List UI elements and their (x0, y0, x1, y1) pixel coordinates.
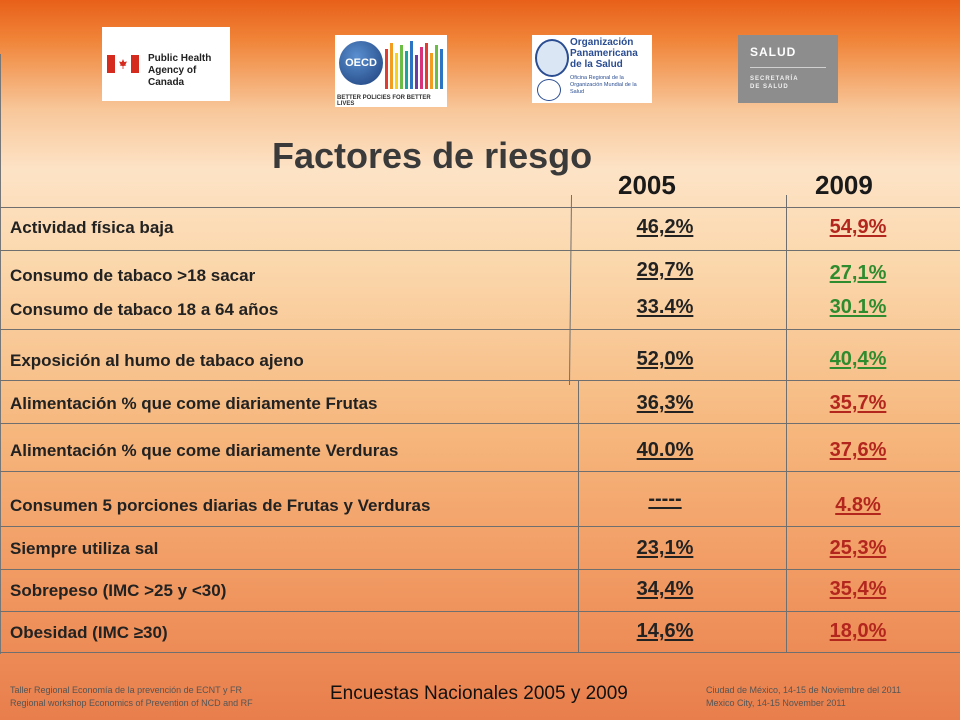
table-divider (0, 380, 960, 381)
value-2005-verduras: 40.0% (636, 439, 694, 461)
oecd-50-anniversary-icon (385, 39, 443, 89)
row-label-verduras: Alimentación % que come diariamente Verd… (10, 441, 399, 460)
public-health-agency-canada-logo: Public Health Agency of Canada (102, 27, 230, 101)
row-label-frutas: Alimentación % que come diariamente Frut… (10, 394, 378, 413)
value-2009-verduras: 37,6% (829, 439, 887, 461)
value-2009-actividad-fisica: 54,9% (829, 216, 887, 238)
value-2009-sal: 25,3% (829, 537, 887, 559)
value-2005-frutas: 36,3% (636, 392, 694, 414)
secretaria-de-salud-logo: SALUD SECRETARÍA DE SALUD (738, 35, 838, 103)
who-emblem-icon (537, 79, 561, 101)
canada-flag-icon (107, 55, 139, 73)
value-2009-obesidad: 18,0% (829, 620, 887, 642)
value-2005-tabaco-18-64: 33.4% (636, 296, 694, 318)
canada-logo-text: Public Health Agency of Canada (148, 53, 212, 88)
column-divider-2005 (569, 194, 572, 385)
value-2005-obesidad: 14,6% (636, 620, 694, 642)
ops-logo-subtext: Oficina Regional de la Organización Mund… (570, 75, 637, 95)
row-label-sobrepeso: Sobrepeso (IMC >25 y <30) (10, 581, 227, 600)
value-2009-5-porciones: 4.8% (835, 494, 881, 516)
value-2005-humo-ajeno: 52,0% (636, 348, 694, 370)
row-label-5-porciones: Consumen 5 porciones diarias de Frutas y… (10, 496, 431, 515)
row-label-actividad-fisica: Actividad física baja (10, 218, 174, 237)
table-divider (0, 207, 960, 208)
footer-location-date: Ciudad de México, 14-15 de Noviembre del… (706, 685, 901, 708)
row-label-sal: Siempre utiliza sal (10, 539, 159, 558)
value-2005-actividad-fisica: 46,2% (636, 216, 694, 238)
value-2009-frutas: 35,7% (829, 392, 887, 414)
column-divider-2005 (578, 380, 579, 652)
column-header-2009: 2009 (815, 170, 873, 200)
slide-title: Factores de riesgo (272, 135, 593, 176)
value-2009-sobrepeso: 35,4% (829, 578, 887, 600)
table-divider (0, 526, 960, 527)
column-header-2005: 2005 (618, 170, 676, 200)
footer-source: Encuestas Nacionales 2005 y 2009 (330, 683, 628, 704)
table-divider (0, 250, 960, 251)
row-label-tabaco-18-64: Consumo de tabaco 18 a 64 años (10, 300, 279, 319)
table-divider (0, 569, 960, 570)
oecd-logo: OECD BETTER POLICIES FOR BETTER LIVES (335, 35, 447, 107)
americas-map-icon (535, 39, 569, 77)
ops-paho-logo: Organización Panamericana de la Salud Of… (532, 35, 652, 103)
oecd-globe-icon (339, 41, 383, 85)
table-divider (0, 611, 960, 612)
row-label-tabaco-mayor-18: Consumo de tabaco >18 sacar (10, 266, 256, 285)
value-2009-tabaco-mayor-18: 27,1% (829, 262, 887, 284)
table-divider (0, 471, 960, 472)
column-divider-2009 (786, 195, 787, 652)
table-divider (0, 652, 960, 653)
footer-workshop-title: Taller Regional Economía de la prevenció… (10, 685, 253, 708)
ops-logo-text: Organización Panamericana de la Salud (570, 37, 638, 70)
value-2005-sal: 23,1% (636, 537, 694, 559)
value-2009-humo-ajeno: 40,4% (829, 348, 887, 370)
left-border-line (0, 54, 1, 654)
table-divider (0, 423, 960, 424)
salud-logo-subtext: SECRETARÍA DE SALUD (750, 76, 799, 90)
value-2005-5-porciones: ----- (648, 488, 682, 510)
row-label-humo-ajeno: Exposición al humo de tabaco ajeno (10, 351, 304, 370)
value-2005-tabaco-mayor-18: 29,7% (636, 259, 694, 281)
row-label-obesidad: Obesidad (IMC ≥30) (10, 623, 168, 642)
value-2005-sobrepeso: 34,4% (636, 578, 694, 600)
salud-divider (750, 67, 826, 68)
value-2009-tabaco-18-64: 30.1% (829, 296, 887, 318)
table-divider (0, 329, 960, 330)
